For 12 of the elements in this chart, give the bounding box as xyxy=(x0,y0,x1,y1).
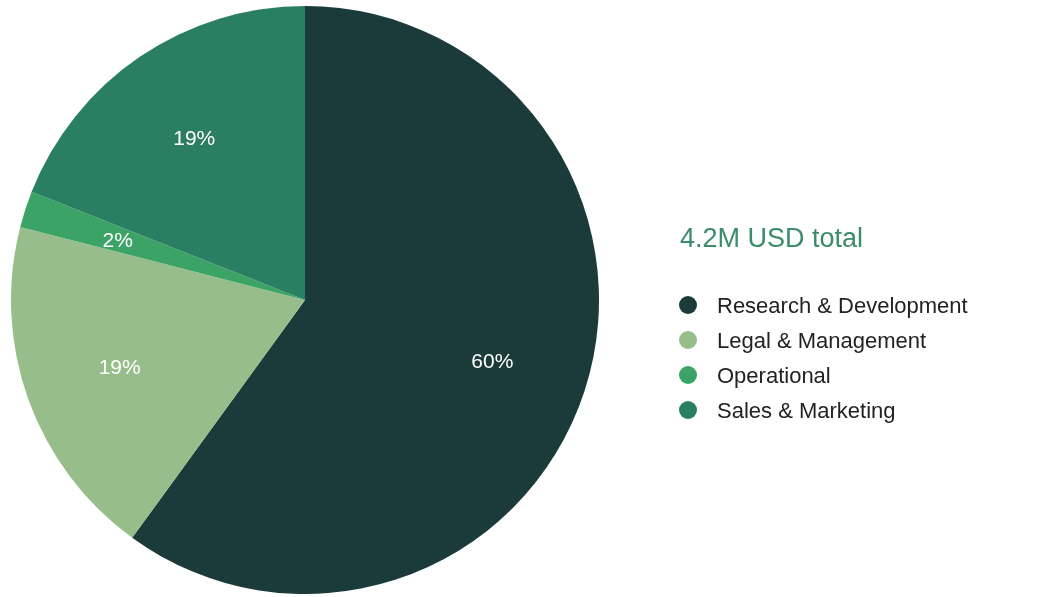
pie-slice xyxy=(31,6,305,300)
data-label: 60% xyxy=(471,349,514,373)
data-label: 19% xyxy=(173,125,216,149)
legend-label: Operational xyxy=(717,362,831,388)
pie-slice xyxy=(20,191,305,300)
legend-label: Research & Development xyxy=(717,292,968,318)
data-label: 19% xyxy=(98,355,141,379)
data-label: 2% xyxy=(102,227,133,251)
legend-title: 4.2M USD total xyxy=(680,223,864,253)
legend-label: Sales & Marketing xyxy=(717,397,896,423)
legend-label: Legal & Management xyxy=(717,327,927,353)
pie-slice xyxy=(11,226,305,538)
